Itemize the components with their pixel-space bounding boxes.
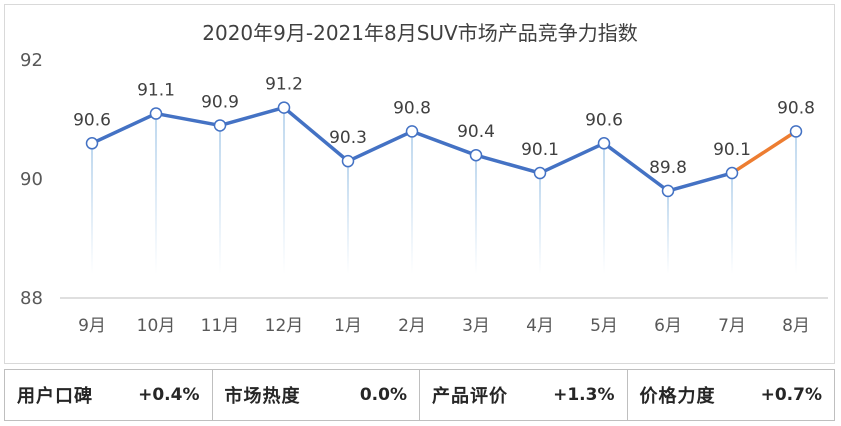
drop-line bbox=[603, 143, 605, 274]
data-point-marker bbox=[405, 125, 419, 138]
stat-label: 市场热度 bbox=[224, 386, 301, 407]
stat-label: 价格力度 bbox=[639, 386, 716, 407]
stat-value: +1.3% bbox=[553, 385, 615, 405]
stat-label: 产品评价 bbox=[432, 386, 508, 407]
series-line-segment bbox=[218, 105, 286, 128]
series-line-segment bbox=[346, 129, 414, 163]
data-label: 90.4 bbox=[457, 122, 495, 142]
stat-product-review: 产品评价 +1.3% bbox=[420, 370, 628, 420]
x-tick-label: 4月 bbox=[526, 316, 554, 336]
drop-line bbox=[667, 190, 669, 274]
data-point-marker bbox=[597, 137, 611, 150]
drop-line bbox=[411, 131, 413, 274]
series-line-segment bbox=[602, 141, 670, 193]
stat-label: 用户口碑 bbox=[17, 386, 93, 407]
series-line-segment bbox=[154, 111, 222, 128]
x-tick-label: 8月 bbox=[782, 316, 810, 336]
x-tick-label: 3月 bbox=[462, 316, 490, 336]
y-tick-label: 90 bbox=[20, 169, 43, 190]
drop-line bbox=[283, 107, 285, 274]
x-tick-label: 6月 bbox=[654, 316, 682, 336]
drop-line bbox=[347, 161, 349, 274]
stats-bar: 用户口碑 +0.4% 市场热度 0.0% 产品评价 +1.3% 价格力度 +0.… bbox=[4, 369, 835, 421]
stat-price-strength: 价格力度 +0.7% bbox=[628, 370, 835, 420]
x-tick-label: 12月 bbox=[265, 316, 304, 336]
stat-user-reputation: 用户口碑 +0.4% bbox=[5, 370, 213, 420]
data-label: 90.8 bbox=[777, 98, 815, 118]
series-line-segment bbox=[730, 129, 798, 175]
drop-line bbox=[219, 125, 221, 274]
x-tick-label: 7月 bbox=[718, 316, 746, 336]
data-point-marker bbox=[213, 119, 227, 132]
data-label: 90.6 bbox=[73, 110, 111, 130]
series-line-segment bbox=[282, 105, 350, 163]
data-label: 90.1 bbox=[521, 140, 559, 160]
data-point-marker bbox=[661, 184, 675, 198]
data-point-marker bbox=[85, 137, 99, 150]
x-tick-label: 2月 bbox=[398, 316, 426, 336]
stat-value: +0.4% bbox=[138, 385, 200, 405]
data-label: 90.9 bbox=[201, 92, 239, 112]
drop-line bbox=[155, 113, 157, 274]
data-point-marker bbox=[149, 107, 163, 120]
drop-line bbox=[475, 155, 477, 274]
drop-line bbox=[731, 173, 733, 274]
series-line-segment bbox=[538, 141, 606, 175]
series-line-segment bbox=[474, 153, 542, 175]
data-label: 90.6 bbox=[585, 110, 623, 130]
data-point-marker bbox=[789, 125, 803, 138]
x-tick-label: 11月 bbox=[201, 316, 240, 336]
series-line-segment bbox=[90, 111, 158, 146]
data-label: 91.1 bbox=[137, 81, 175, 101]
stat-market-heat: 市场热度 0.0% bbox=[213, 370, 420, 420]
data-point-marker bbox=[533, 166, 547, 180]
series-line-segment bbox=[410, 129, 478, 157]
y-tick-label: 92 bbox=[20, 50, 43, 71]
x-tick-label: 5月 bbox=[590, 316, 618, 336]
data-point-marker bbox=[277, 101, 291, 114]
drop-line bbox=[91, 143, 93, 274]
data-label: 90.3 bbox=[329, 128, 367, 148]
data-label: 90.8 bbox=[393, 98, 431, 118]
drop-line bbox=[795, 131, 797, 274]
line-chart: 2020年9月-2021年8月SUV市场产品竞争力指数 88 90 92 90.6 91… bbox=[20, 21, 828, 336]
data-point-marker bbox=[341, 154, 355, 168]
x-tick-label: 9月 bbox=[78, 316, 106, 336]
x-tick-label: 1月 bbox=[334, 316, 362, 336]
chart-title: 2020年9月-2021年8月SUV市场产品竞争力指数 bbox=[202, 21, 637, 45]
data-point-marker bbox=[469, 148, 483, 162]
data-label: 90.1 bbox=[713, 140, 751, 160]
drop-line bbox=[539, 173, 541, 274]
stat-value: +0.7% bbox=[760, 385, 822, 405]
x-tick-label: 10月 bbox=[137, 316, 176, 336]
data-point-marker bbox=[725, 166, 739, 180]
data-label: 91.2 bbox=[265, 75, 303, 95]
y-tick-label: 88 bbox=[20, 288, 43, 309]
data-label: 89.8 bbox=[649, 158, 687, 178]
series-line-segment bbox=[666, 171, 734, 193]
stat-value: 0.0% bbox=[359, 385, 407, 405]
